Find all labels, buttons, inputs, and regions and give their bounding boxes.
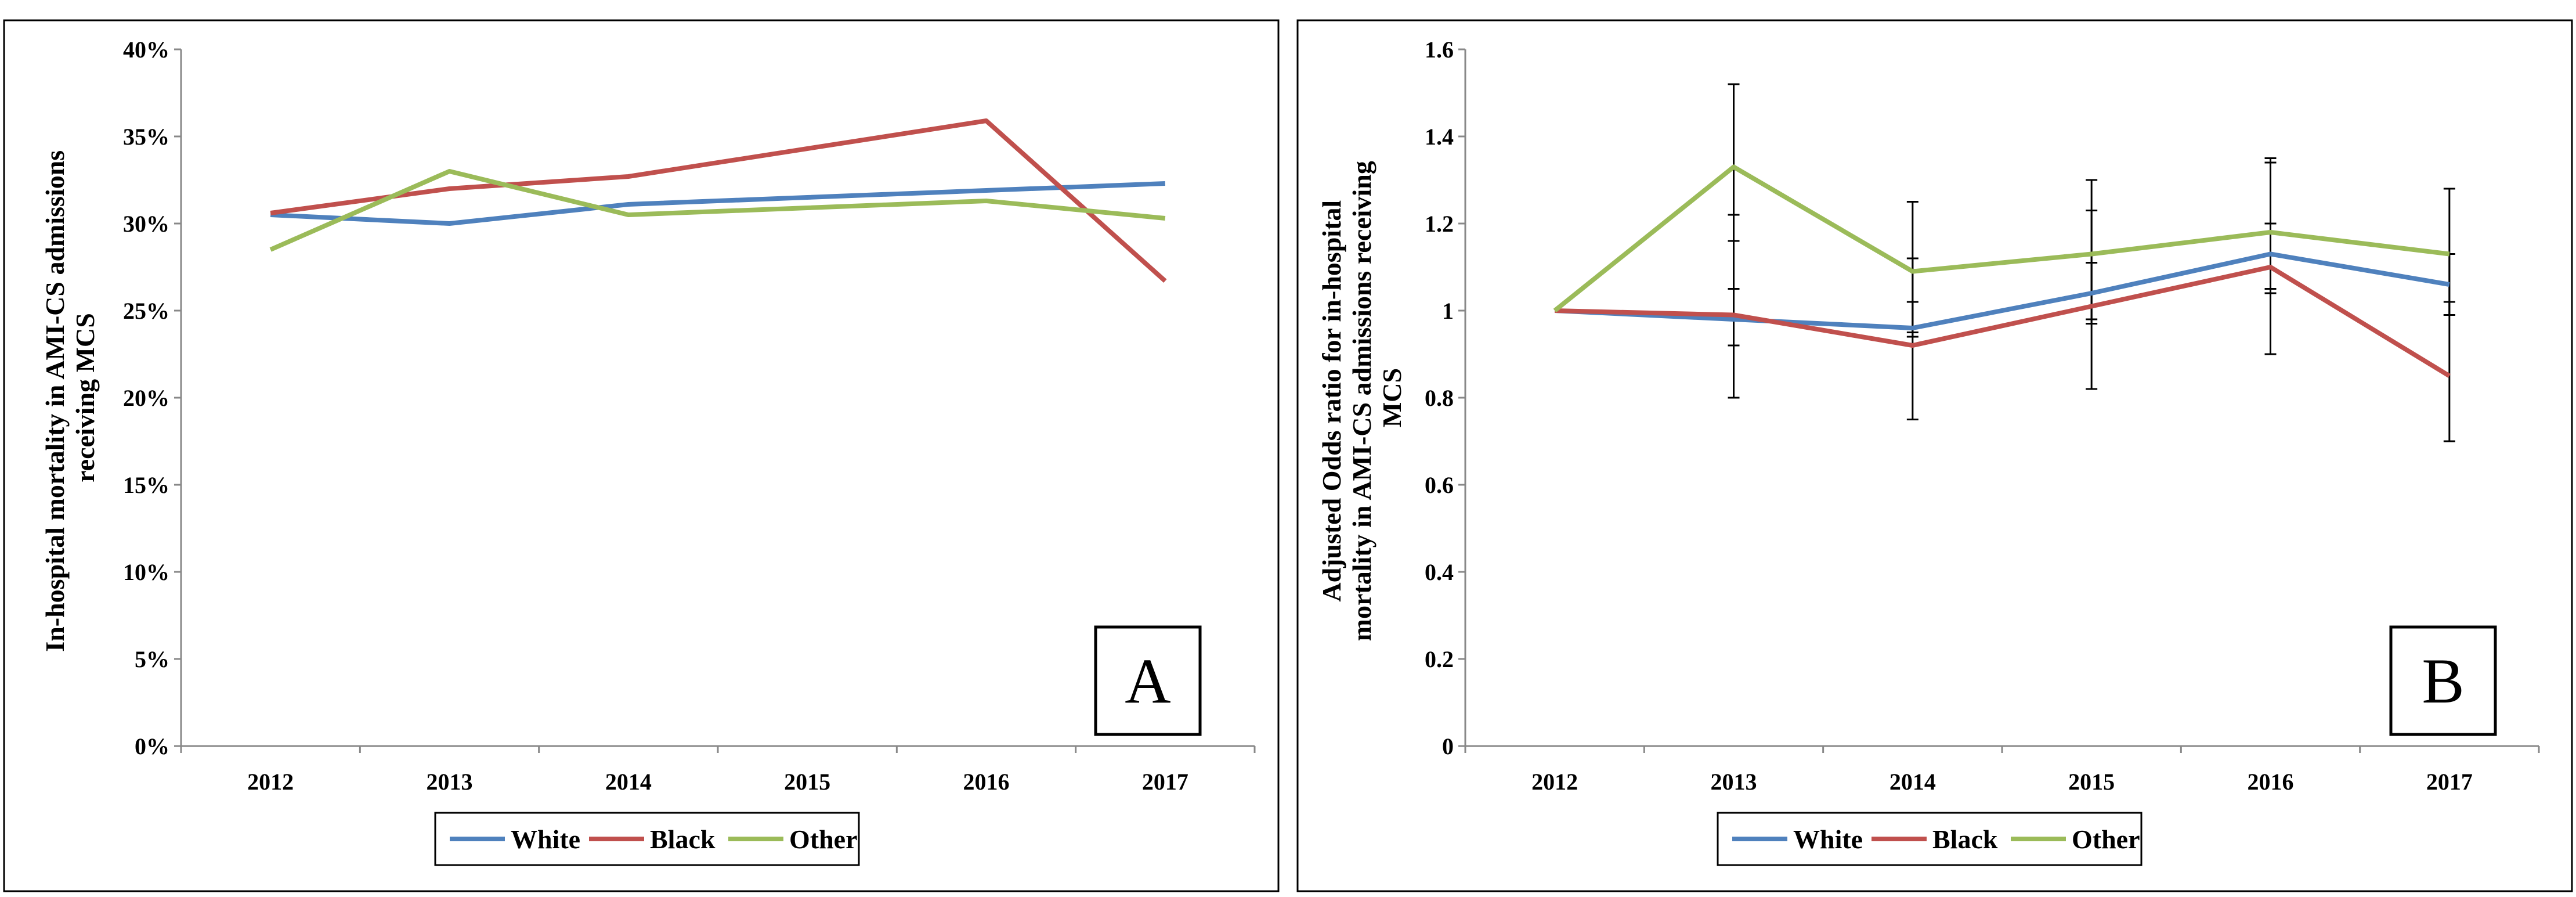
panel-b-error-bars [1728, 83, 2455, 442]
panel-a-xtick-label: 2013 [427, 769, 473, 795]
panel-b-ytick-label: 0 [1442, 733, 1454, 759]
panel-a-ytick-label: 40% [123, 37, 169, 63]
panel-b-frame [1296, 19, 2573, 892]
panel-a-ytick-label: 10% [123, 559, 169, 585]
panel-a-xtick-label: 2016 [963, 769, 1010, 795]
panel-b-ytick-label: 0.4 [1425, 559, 1454, 585]
panel-a-legend-label-black: Black [650, 824, 716, 854]
panel-a-xtick-label: 2015 [784, 769, 830, 795]
panel-b-ytick-label: 1 [1442, 298, 1454, 324]
panel-a-legend-label-white: White [511, 824, 580, 854]
panel-a-series-line-other [269, 169, 1166, 252]
panel-a-series-line-black [270, 118, 1167, 283]
panel-b-ytick-label: 1.4 [1425, 124, 1454, 150]
panel-b-ylabel: Adjusted Odds ratio for in-hospital mort… [1317, 154, 1407, 642]
panel-a-xtick-label: 2012 [247, 769, 294, 795]
panel-b-label: B [2422, 646, 2464, 716]
panel-a-ytick-label: 25% [123, 298, 169, 324]
panel-a-ytick-label: 15% [123, 472, 169, 498]
panel-b-xtick-label: 2012 [1531, 769, 1578, 795]
panel-a-ytick-label: 30% [123, 211, 169, 237]
panel-a-ytick-label: 0% [135, 733, 169, 759]
panel-a-ylabel: In-hospital mortality in AMI-CS admissio… [40, 143, 100, 651]
panel-b-series-line-white [1554, 251, 2450, 330]
panel-b-ylabel-line-1: Adjusted Odds ratio for in-hospital [1317, 200, 1346, 602]
panel-b-ylabel-line-3: MCS [1377, 368, 1407, 427]
panel-b-xtick-label: 2015 [2068, 769, 2115, 795]
panel-b-xtick-label: 2017 [2426, 769, 2473, 795]
panel-b-series-line-black [1555, 265, 2451, 378]
panel-a-xtick-label: 2014 [605, 769, 652, 795]
panel-a-series-line-white [270, 181, 1165, 226]
panel-a-legend-label-other: Other [789, 824, 858, 854]
panel-b-ytick-label: 1.6 [1425, 37, 1454, 63]
panel-b-legend-label-other: Other [2072, 824, 2140, 854]
panel-a-ytick-label: 5% [135, 646, 169, 672]
panel-b-label-box [2389, 625, 2497, 736]
panel-a-xtick-label: 2017 [1142, 769, 1188, 795]
panel-b-legend-box [1717, 812, 2143, 866]
panel-a-label-box [1094, 625, 1202, 736]
panel-a-ticks: 0% 5% 10% 15% 20% 25% 30% 35% 40% 2012 2013 2014 201… [123, 37, 1256, 795]
panel-b-legend-label-white: White [1793, 824, 1863, 854]
panel-a-ylabel-line-2: receiving MCS [70, 313, 100, 482]
panel-a-ytick-label: 35% [123, 124, 169, 150]
panel-b-ytick-label: 0.6 [1425, 472, 1454, 498]
panel-a-label: A [1125, 646, 1170, 716]
panel-b: Adjusted Odds ratio for in-hospital mort… [1296, 19, 2573, 892]
panel-a-legend-box [434, 812, 860, 866]
panel-b-ticks: 0 0.2 0.4 0.6 0.8 1 1.2 1.4 1.6 2012 2013 2014 2015 2… [1425, 37, 2540, 795]
panel-b-legend: White Black Other [1717, 812, 2143, 866]
panel-a-legend: White Black Other [434, 812, 860, 866]
panel-a-ylabel-line-1: In-hospital mortality in AMI-CS admissio… [40, 150, 70, 652]
panel-b-ylabel-line-2: mortality in AMI-CS admissions receiving [1347, 161, 1376, 641]
panel-b-xtick-label: 2014 [1889, 769, 1936, 795]
panel-b-ytick-label: 0.2 [1425, 646, 1454, 672]
panel-b-ytick-label: 0.8 [1425, 385, 1454, 411]
panel-b-ytick-label: 1.2 [1425, 211, 1454, 237]
panel-b-series-line-other [1553, 164, 2450, 313]
panel-b-series [1553, 164, 2451, 378]
panel-b-xtick-label: 2013 [1711, 769, 1757, 795]
panel-a: In-hospital mortality in AMI-CS admissio… [3, 19, 1280, 892]
panel-b-legend-label-black: Black [1932, 824, 1998, 854]
panel-b-xtick-label: 2016 [2248, 769, 2294, 795]
panel-a-ytick-label: 20% [123, 385, 169, 411]
panel-a-series [269, 118, 1167, 283]
panel-a-frame [3, 19, 1280, 892]
